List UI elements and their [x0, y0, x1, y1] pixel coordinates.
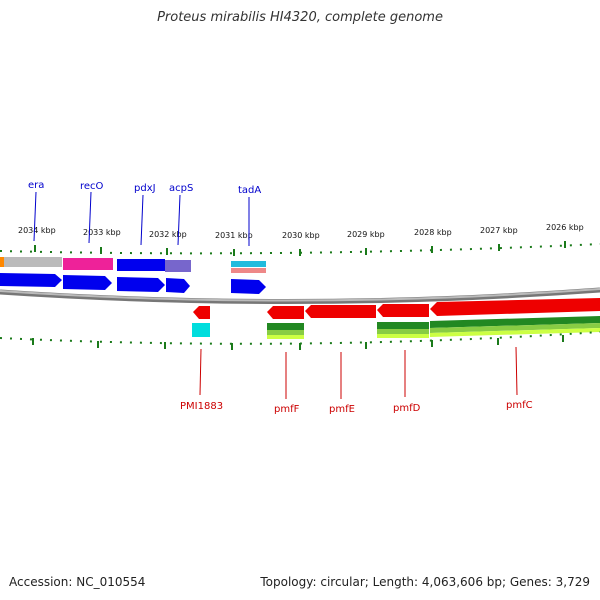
- gene-label-pmfF: pmfF: [274, 404, 300, 415]
- cds-arrow-pdxJ: [117, 277, 165, 292]
- gene-label-pmfC: pmfC: [506, 400, 533, 411]
- cog-track-bottom: [192, 316, 600, 339]
- kbp-label: 2034 kbp: [18, 226, 56, 235]
- cds-arrow-era: [0, 273, 62, 287]
- top-label-leaders: [33, 191, 250, 246]
- gene-label-pdxJ: pdxJ: [134, 183, 156, 194]
- cds-arrow-tadA: [231, 279, 266, 294]
- map-title: Proteus mirabilis HI4320, complete genom…: [157, 10, 443, 25]
- kbp-label: 2027 kbp: [480, 226, 518, 235]
- cds-arrow-acpS: [166, 278, 190, 293]
- cds-arrow-recO: [63, 275, 112, 290]
- accession-text: Accession: NC_010554: [9, 575, 146, 589]
- kbp-label: 2026 kbp: [546, 223, 584, 232]
- gene-label-pmfE: pmfE: [329, 404, 355, 415]
- major-ticks-top: [34, 241, 566, 256]
- cog-track-top: [0, 257, 266, 273]
- kbp-label: 2033 kbp: [83, 228, 121, 237]
- top-gene-labels: era recO pdxJ acpS tadA: [28, 180, 261, 196]
- gene-label-pmfD: pmfD: [393, 403, 421, 414]
- reverse-cds-track: [193, 298, 600, 319]
- gene-label-recO: recO: [80, 181, 104, 192]
- kbp-label: 2032 kbp: [149, 230, 187, 239]
- gene-label-acpS: acpS: [169, 183, 193, 194]
- cds-arrow-PMI1883: [193, 306, 210, 319]
- bottom-gene-labels: PMI1883 pmfF pmfE pmfD pmfC: [180, 400, 533, 415]
- genome-summary: Topology: circular; Length: 4,063,606 bp…: [260, 575, 590, 589]
- cds-arrow-pmfD: [377, 304, 429, 317]
- kbp-label: 2028 kbp: [414, 228, 452, 237]
- kbp-label: 2029 kbp: [347, 230, 385, 239]
- cds-arrow-pmfC: [430, 298, 600, 316]
- kbp-label: 2031 kbp: [215, 231, 253, 240]
- kbp-scale: 2034 kbp 2033 kbp 2032 kbp 2031 kbp 2030…: [18, 223, 584, 240]
- cds-arrow-pmfE: [305, 305, 376, 318]
- forward-cds-track: [0, 273, 266, 294]
- major-ticks-bottom: [32, 335, 564, 350]
- gene-label-tadA: tadA: [238, 185, 261, 196]
- cds-arrow-pmfF: [267, 306, 304, 319]
- kbp-label: 2030 kbp: [282, 231, 320, 240]
- gene-label-PMI1883: PMI1883: [180, 401, 223, 412]
- genome-backbone: [0, 287, 600, 305]
- gene-label-era: era: [28, 180, 44, 191]
- bottom-label-leaders: [199, 346, 518, 399]
